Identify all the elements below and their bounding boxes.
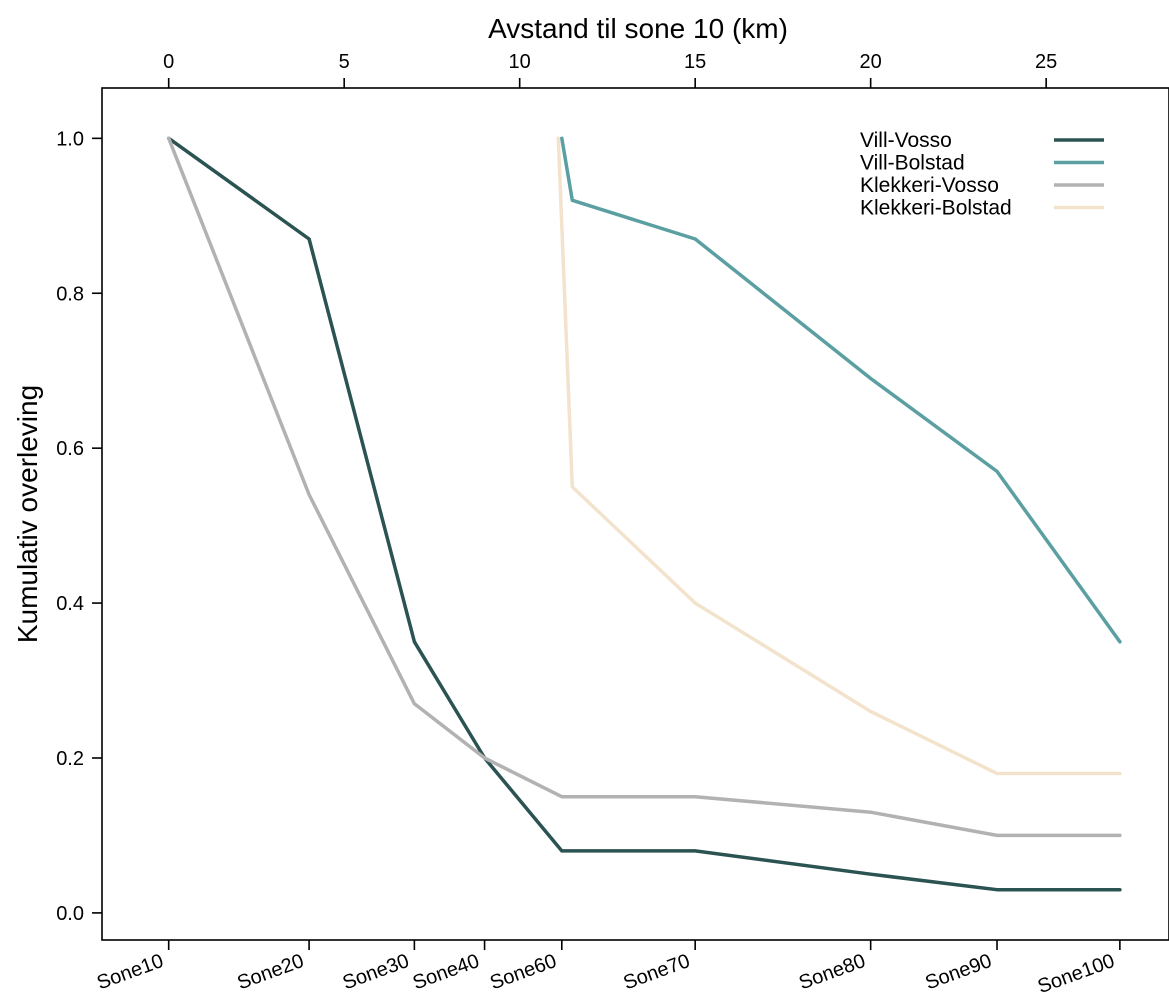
top-axis-ticks: 0 5 10 15 20 25: [163, 51, 1057, 88]
y-axis-ticks: 0.0 0.2 0.4 0.6 0.8 1.0: [56, 128, 102, 925]
bottom-tick-label: Sone10: [94, 950, 166, 994]
bottom-tick-label: Sone40: [410, 950, 482, 994]
series-line-vill-bolstad: [560, 136, 1122, 644]
bottom-tick-label: Sone80: [796, 950, 868, 994]
y-axis-label: Kumulativ overleving: [12, 385, 43, 643]
y-tick-label: 0.6: [56, 438, 84, 460]
bottom-tick-label: Sone70: [621, 950, 693, 994]
y-tick-label: 0.0: [56, 903, 84, 925]
plot-frame: [101, 87, 1169, 941]
top-axis-label: Avstand til sone 10 (km): [488, 13, 788, 44]
y-tick-label: 0.8: [56, 283, 84, 305]
bottom-tick-label: Sone30: [340, 950, 412, 994]
legend-label: Klekkeri-Bolstad: [860, 197, 1012, 220]
y-tick-label: 0.2: [56, 748, 84, 770]
bottom-tick-label: Sone60: [487, 950, 559, 994]
y-tick-label: 1.0: [56, 128, 84, 150]
series-line-vill-vosso: [166, 136, 1122, 892]
y-tick-label: 0.4: [56, 593, 84, 615]
top-tick-label: 10: [509, 51, 531, 73]
top-tick-label: 20: [860, 51, 882, 73]
series-line-klekkeri-bolstad: [556, 136, 1122, 776]
top-tick-label: 0: [163, 51, 174, 73]
series-line-klekkeri-vosso: [166, 136, 1122, 838]
legend: Vill-VossoVill-BolstadKlekkeri-VossoKlek…: [860, 129, 1104, 220]
legend-label: Vill-Bolstad: [860, 152, 965, 175]
legend-label: Vill-Vosso: [860, 129, 952, 152]
bottom-tick-label: Sone100: [1035, 950, 1118, 998]
bottom-tick-label: Sone20: [234, 950, 306, 994]
top-tick-label: 5: [339, 51, 350, 73]
series-layer: [166, 136, 1122, 892]
legend-label: Klekkeri-Vosso: [860, 174, 999, 197]
top-tick-label: 15: [684, 51, 706, 73]
top-tick-label: 25: [1035, 51, 1057, 73]
bottom-tick-label: Sone90: [922, 950, 994, 994]
